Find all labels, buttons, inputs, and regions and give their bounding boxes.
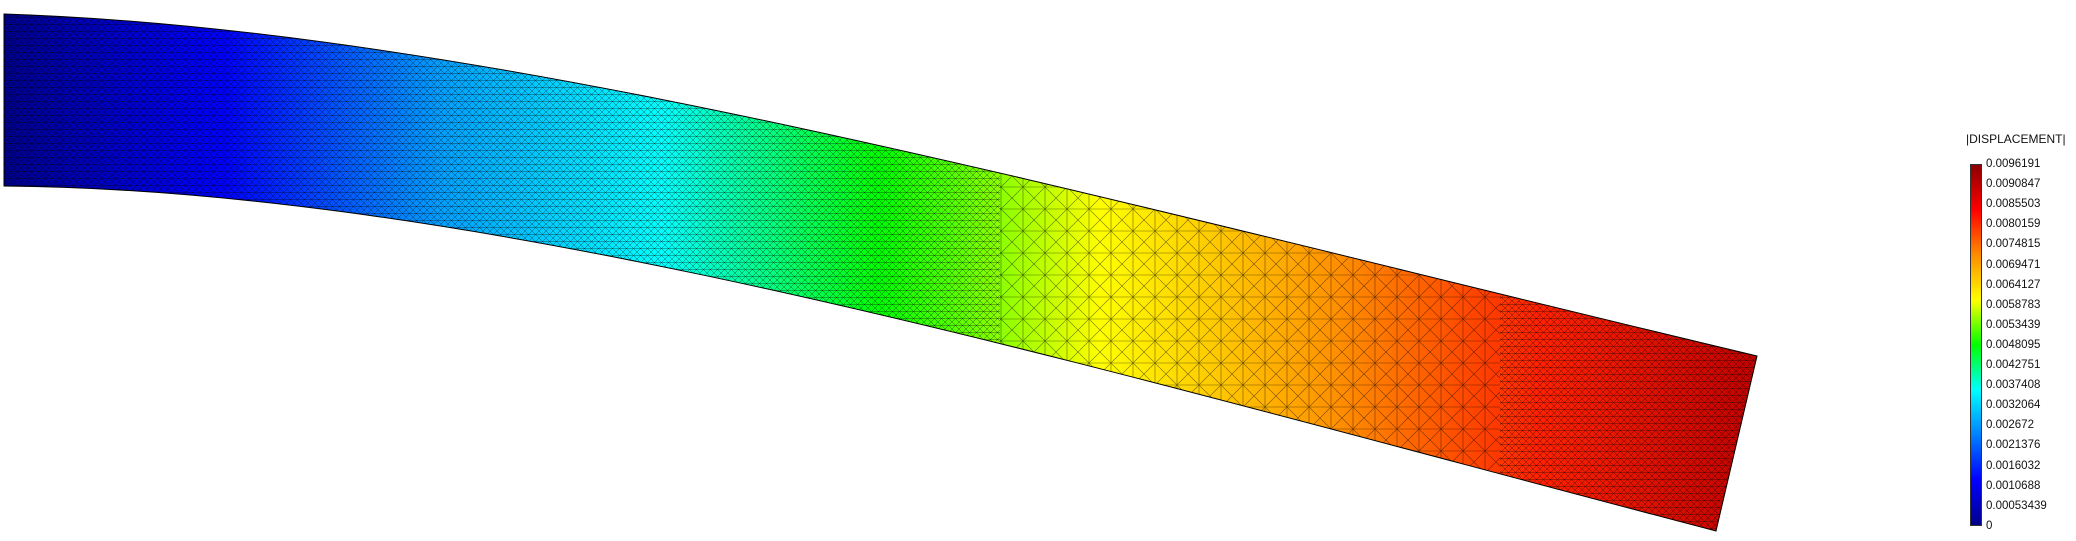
legend-label: 0.0074815 [1986, 238, 2041, 251]
legend-title: |DISPLACEMENT| [1966, 132, 2066, 146]
legend-label: 0.0042751 [1986, 359, 2041, 371]
legend-colorbar [1970, 164, 1982, 526]
mesh-fine-right [1500, 14, 1757, 531]
legend-label: 0.00053439 [1986, 499, 2047, 512]
deformed-beam[interactable] [0, 0, 1800, 541]
legend-label: 0.0032064 [1986, 399, 2041, 412]
legend-label: 0.0085503 [1986, 198, 2041, 211]
legend-label: 0.0090847 [1986, 178, 2041, 191]
beam-outline [3, 13, 1758, 532]
mesh-fine-left [4, 14, 1000, 531]
legend-label: 0.0016032 [1986, 459, 2041, 472]
legend-label: 0.0058783 [1986, 298, 2041, 311]
legend-label: 0.0037408 [1986, 379, 2041, 392]
legend-label: 0.0053439 [1986, 318, 2041, 331]
legend-labels: 0.0096191 0.0090847 0.0085503 0.0080159 0.00… [1986, 157, 2076, 537]
legend-label: 0.0069471 [1986, 258, 2041, 271]
legend-label: 0.0096191 [1986, 158, 2041, 170]
legend-label: 0.0048095 [1986, 338, 2041, 351]
legend-label: 0.0080159 [1986, 218, 2041, 231]
legend-label: 0 [1986, 519, 1993, 532]
legend-label: 0.002672 [1986, 419, 2034, 432]
legend-label: 0.0021376 [1986, 439, 2041, 452]
legend-label: 0.0064127 [1986, 278, 2041, 291]
legend-label: 0.0010688 [1986, 479, 2041, 492]
mesh-coarse-middle [1000, 14, 1500, 531]
